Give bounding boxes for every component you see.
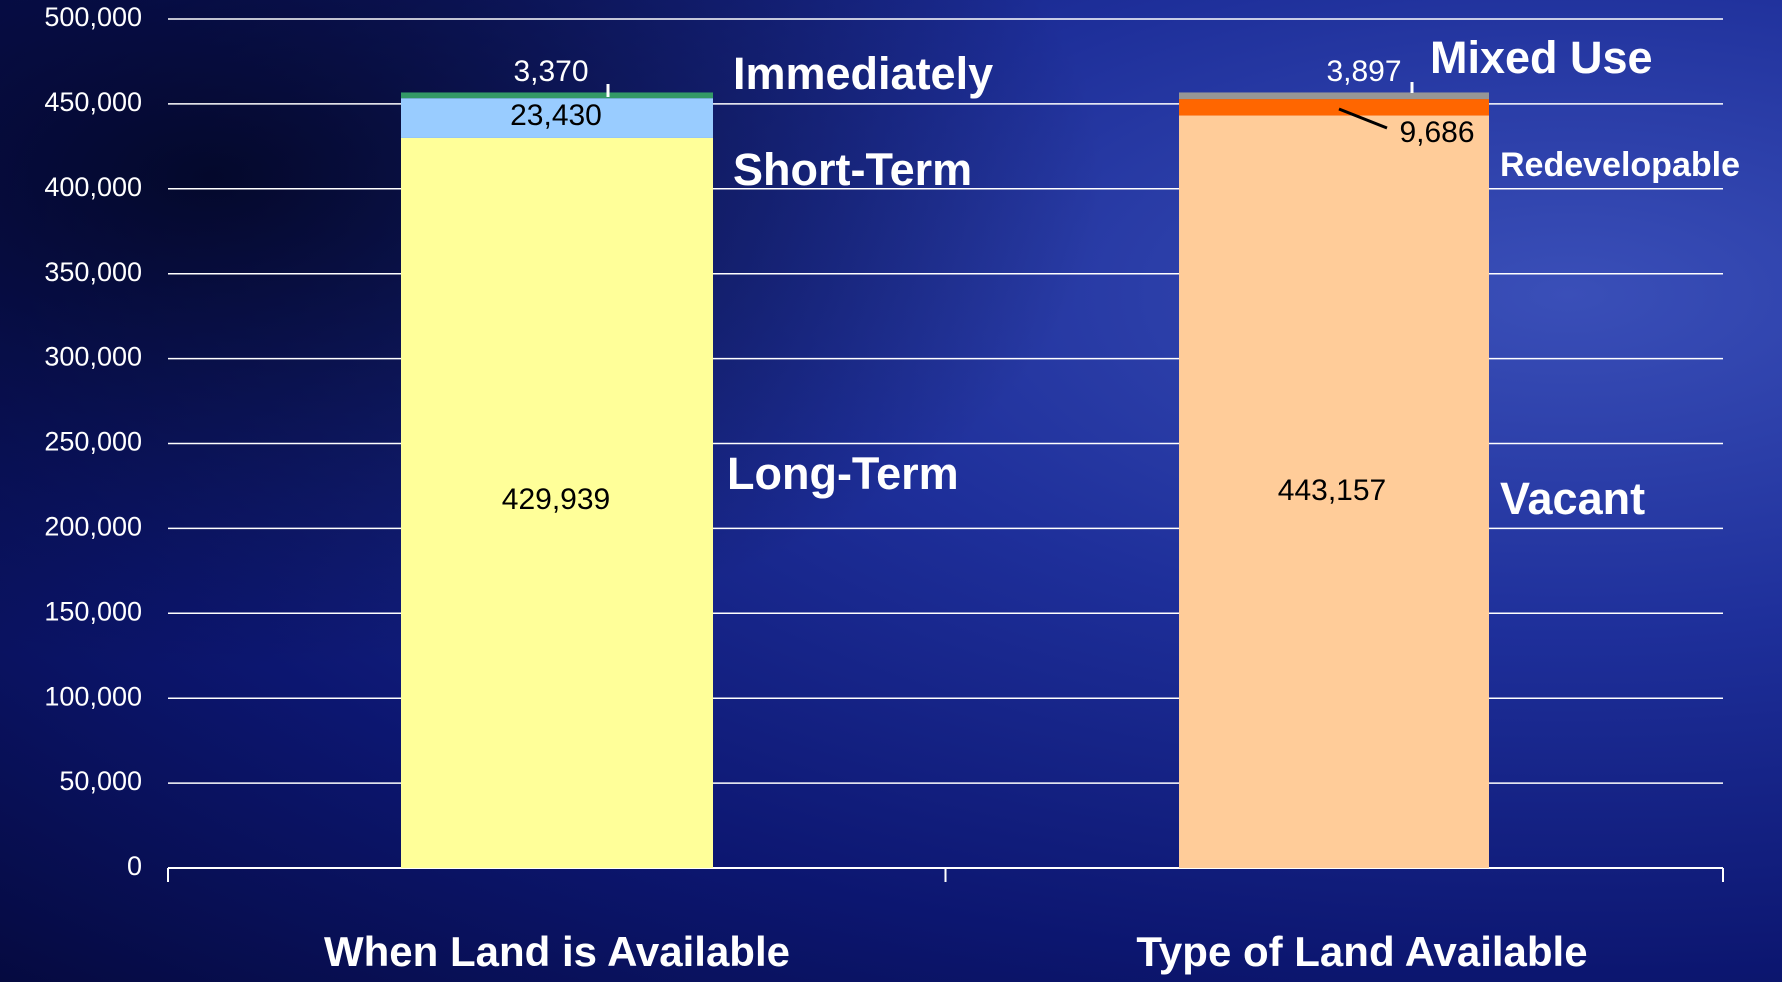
y-tick-label: 50,000 xyxy=(59,766,142,796)
series-label: Mixed Use xyxy=(1430,32,1653,83)
y-tick-label: 250,000 xyxy=(44,427,142,457)
series-label: Redevelopable xyxy=(1500,146,1740,184)
value-label: 443,157 xyxy=(1278,474,1386,507)
bar-segment xyxy=(1179,92,1489,100)
y-tick-label: 200,000 xyxy=(44,512,142,542)
bar-segment xyxy=(401,98,713,138)
series-label: Short-Term xyxy=(733,144,972,195)
y-tick-label: 100,000 xyxy=(44,681,142,711)
bar-segment xyxy=(401,137,713,869)
y-tick-label: 500,000 xyxy=(44,2,142,32)
x-category-label: When Land is Available xyxy=(324,928,790,975)
bar-segment xyxy=(401,92,713,99)
y-tick-label: 350,000 xyxy=(44,257,142,287)
value-label: 3,370 xyxy=(513,55,588,88)
x-category-label: Type of Land Available xyxy=(1136,928,1587,975)
y-tick-label: 450,000 xyxy=(44,87,142,117)
series-label: Immediately xyxy=(733,48,993,99)
y-tick-label: 300,000 xyxy=(44,342,142,372)
value-label: 23,430 xyxy=(510,99,602,132)
value-label: 3,897 xyxy=(1326,55,1401,88)
y-tick-label: 150,000 xyxy=(44,596,142,626)
series-label: Vacant xyxy=(1500,473,1645,524)
value-label: 429,939 xyxy=(502,483,610,516)
y-tick-label: 400,000 xyxy=(44,172,142,202)
series-label: Long-Term xyxy=(727,448,959,499)
leader-line xyxy=(1338,107,1388,130)
y-tick-label: 0 xyxy=(127,851,142,881)
value-label: 9,686 xyxy=(1399,116,1474,149)
bar-segment xyxy=(1179,115,1489,869)
bar-segment xyxy=(1179,99,1489,116)
